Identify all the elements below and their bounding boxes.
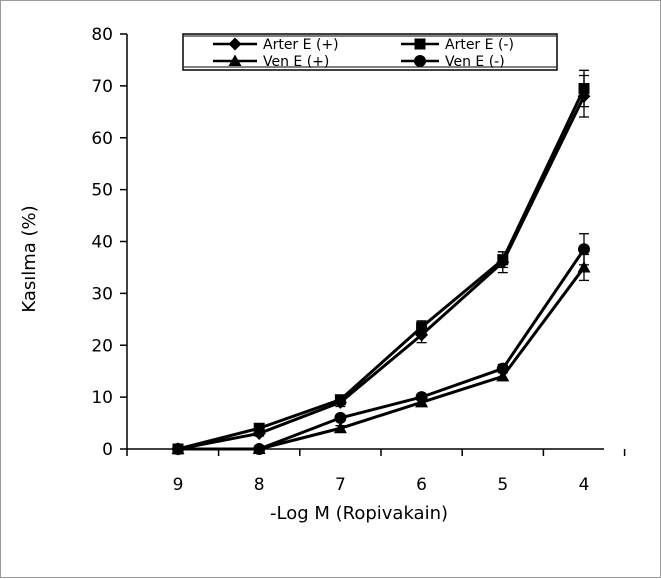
data-point [416,321,428,333]
y-tick-label: 30 [91,284,113,304]
x-tick-label: 5 [497,475,508,495]
data-point [253,443,266,455]
data-point [172,443,184,455]
data-point [415,391,428,404]
series-triangle [171,253,591,454]
data-point [334,411,347,424]
data-point [496,369,510,382]
legend: Arter E (+) Arter E (-) Ven E (+) Ven E (-) [182,33,558,71]
y-tick-label: 40 [91,233,113,253]
legend-marker [228,37,242,51]
x-axis-title: -Log M (Ropivakain) [270,503,448,524]
data-point [496,362,509,375]
series-layer [171,69,591,456]
y-tick-label: 20 [91,336,113,356]
x-tick-label: 4 [579,475,590,495]
legend-marker [228,54,242,66]
x-tick-label: 9 [173,475,184,495]
legend-box [182,33,558,71]
series-circle [172,233,590,455]
data-point [578,243,590,256]
x-tick-label: 6 [416,475,427,495]
y-tick-label: 70 [91,77,113,97]
legend-item: Arter E (+) [213,37,339,53]
y-tick-label: 80 [91,25,113,45]
y-tick-label: 0 [102,440,113,460]
legend-item: Ven E (-) [401,54,505,70]
legend-label: Ven E (-) [445,54,505,70]
legend-marker [414,55,426,67]
data-point [577,260,591,273]
series-line [178,248,586,451]
legend-label: Arter E (+) [263,37,339,53]
y-tick-label: 60 [91,129,113,149]
legend-label: Ven E (+) [263,54,329,70]
axes: 0 10 20 30 40 50 60 70 80 9 8 7 6 5 4 [91,25,626,495]
data-point [334,394,346,406]
legend-item: Arter E (-) [401,37,514,53]
y-tick-label: 10 [91,388,113,408]
y-tick-label: 50 [91,181,113,201]
data-point [253,422,265,434]
series-diamond [171,74,591,456]
series-line [177,87,586,451]
legend-item: Ven E (+) [213,54,329,70]
x-tick-label: 7 [335,475,346,495]
y-axis-title: Kasılma (%) [19,205,40,312]
legend-label: Arter E (-) [445,37,514,53]
data-point [497,254,509,266]
legend-marker [414,38,426,50]
series-square [172,69,590,455]
data-point [333,421,347,434]
x-tick-label: 8 [254,475,265,495]
series-line [177,95,586,451]
series-line [178,266,586,451]
data-point [578,82,590,94]
